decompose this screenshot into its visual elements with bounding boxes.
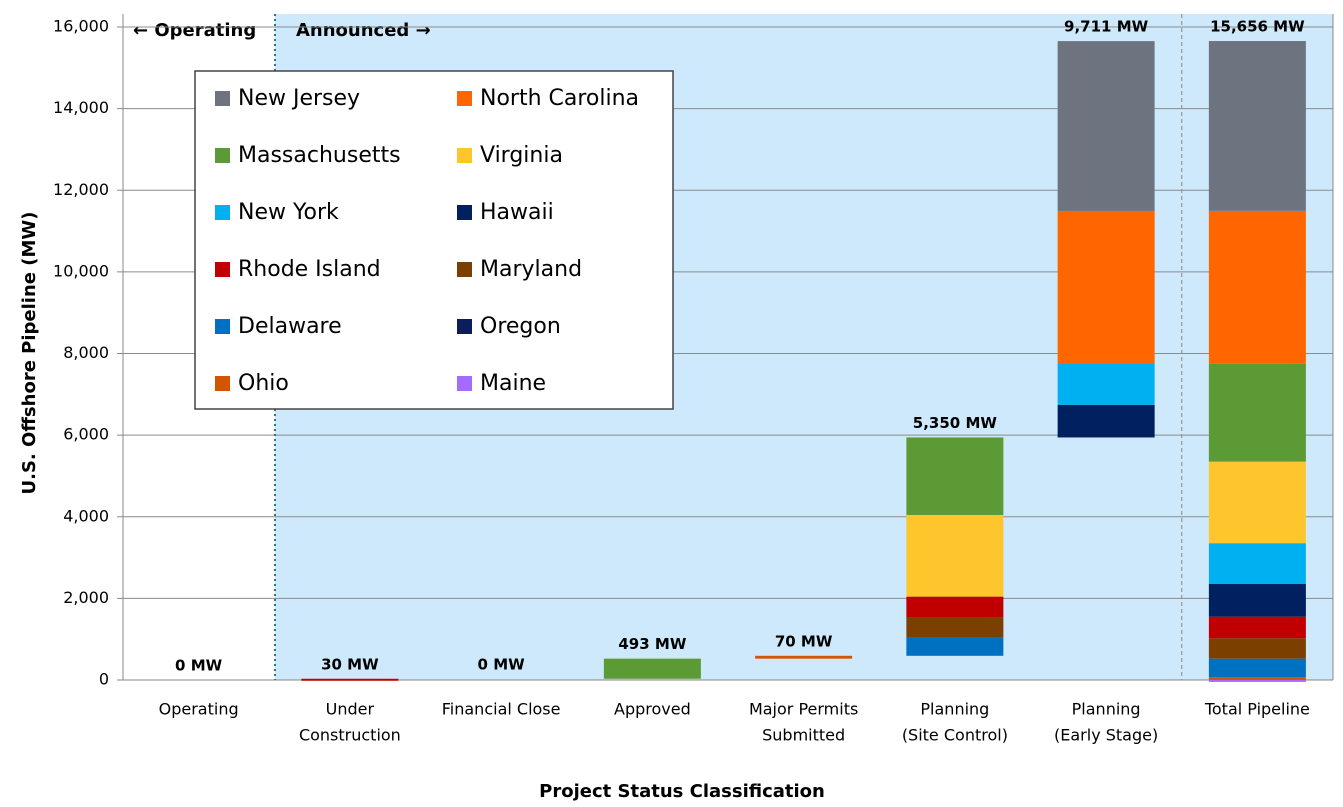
bar-segment [1208,461,1306,544]
bar-segment [1208,543,1306,585]
legend-label: Oregon [480,314,561,339]
bar-segment [1208,658,1306,678]
total-label: 15,656 MW [1210,18,1305,36]
legend-swatch [215,205,230,220]
bar-segment [906,437,1004,515]
x-tick-label: Construction [299,726,401,745]
total-label: 5,350 MW [913,414,998,432]
y-tick-label: 2,000 [63,588,109,607]
bar-segment [1208,638,1306,659]
y-tick-label: 14,000 [53,98,109,117]
legend-label: Virginia [480,143,563,168]
total-label: 0 MW [175,657,223,675]
legend-box [194,70,674,410]
x-tick-label: Planning [1072,700,1141,719]
bar-segment [1208,363,1306,462]
x-tick-label: Submitted [762,726,845,745]
legend-swatch [457,91,472,106]
total-label: 0 MW [478,655,526,673]
total-label: 30 MW [321,655,379,673]
x-tick-label: Operating [159,700,239,719]
bar-segment [1208,584,1306,617]
bar-segment [1057,404,1155,438]
y-axis-title: U.S. Offshore Pipeline (MW) [19,212,40,495]
total-label: 70 MW [775,632,833,650]
legend-label: Massachusetts [238,143,401,168]
y-tick-label: 16,000 [53,17,109,36]
y-tick-label: 4,000 [63,506,109,525]
x-tick-label: (Early Stage) [1054,726,1158,745]
announced-annotation: Announced → [296,20,431,41]
legend-swatch [215,262,230,277]
bar-segment [1208,616,1306,639]
legend-label: Maine [480,371,546,396]
bar-segment [906,596,1004,618]
legend-label: Rhode Island [238,257,381,282]
x-tick-label: Total Pipeline [1204,700,1310,719]
legend-label: Delaware [238,314,342,339]
y-tick-label: 10,000 [53,261,109,280]
total-label: 493 MW [618,635,686,653]
y-tick-label: 6,000 [63,425,109,444]
legend-swatch [457,319,472,334]
bar-segment [603,658,701,679]
x-tick-label: (Site Control) [902,726,1008,745]
y-tick-label: 8,000 [63,343,109,362]
bar-segment [1208,677,1306,680]
x-tick-label: Planning [920,700,989,719]
bar-segment [1057,210,1155,364]
legend-swatch [215,376,230,391]
bar-segment [1208,679,1306,682]
legend-swatch [215,319,230,334]
x-tick-label: Major Permits [749,700,858,719]
legend: New Jersey North Carolina Massachusetts Vir… [194,70,674,410]
x-tick-label: Financial Close [442,700,561,719]
bar-segment [906,637,1004,656]
legend-swatch [457,205,472,220]
x-tick-label: Under [326,700,375,719]
legend-label: New Jersey [238,86,360,111]
legend-label: Maryland [480,257,582,282]
legend-label: Hawaii [480,200,554,225]
y-tick-label: 12,000 [53,180,109,199]
bar-segment [1057,363,1155,405]
bar-segment [906,514,1004,597]
operating-annotation: ← Operating [133,20,256,41]
total-label: 9,711 MW [1064,18,1149,36]
bar-segment [1208,41,1306,211]
legend-swatch [215,148,230,163]
legend-swatch [457,376,472,391]
legend-label: Ohio [238,371,289,396]
bar-segment [1057,41,1155,211]
x-tick-label: Approved [614,700,691,719]
legend-label: North Carolina [480,86,639,111]
bar-segment [1208,210,1306,364]
legend-label: New York [238,200,339,225]
legend-swatch [215,91,230,106]
x-axis-title: Project Status Classification [539,781,825,802]
legend-swatch [457,148,472,163]
bar-segment [906,617,1004,638]
legend-swatch [457,262,472,277]
bar-segment [301,678,399,681]
bar-segment [755,655,853,659]
y-tick-label: 0 [99,670,109,689]
